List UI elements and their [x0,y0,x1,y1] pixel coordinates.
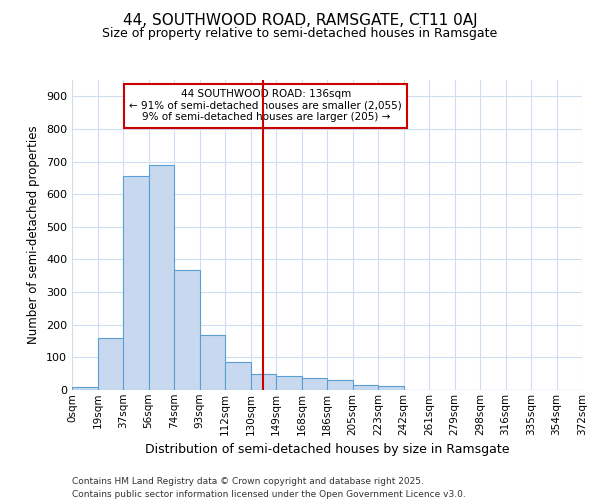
Text: 44 SOUTHWOOD ROAD: 136sqm
← 91% of semi-detached houses are smaller (2,055)
9% o: 44 SOUTHWOOD ROAD: 136sqm ← 91% of semi-… [130,90,402,122]
Bar [72,388,97,390]
Text: Contains HM Land Registry data © Crown copyright and database right 2025.: Contains HM Land Registry data © Crown c… [72,478,424,486]
Bar [174,270,199,390]
Bar [123,176,149,390]
Bar [251,374,276,390]
Bar [225,362,251,390]
Bar [97,338,123,390]
Bar [302,378,327,390]
Bar [276,376,302,390]
Text: Size of property relative to semi-detached houses in Ramsgate: Size of property relative to semi-detach… [103,28,497,40]
X-axis label: Distribution of semi-detached houses by size in Ramsgate: Distribution of semi-detached houses by … [145,443,509,456]
Bar [327,380,353,390]
Bar [378,386,404,390]
Text: Contains public sector information licensed under the Open Government Licence v3: Contains public sector information licen… [72,490,466,499]
Text: 44, SOUTHWOOD ROAD, RAMSGATE, CT11 0AJ: 44, SOUTHWOOD ROAD, RAMSGATE, CT11 0AJ [122,12,478,28]
Y-axis label: Number of semi-detached properties: Number of semi-detached properties [28,126,40,344]
Bar [353,385,378,390]
Bar [199,334,225,390]
Bar [149,165,174,390]
